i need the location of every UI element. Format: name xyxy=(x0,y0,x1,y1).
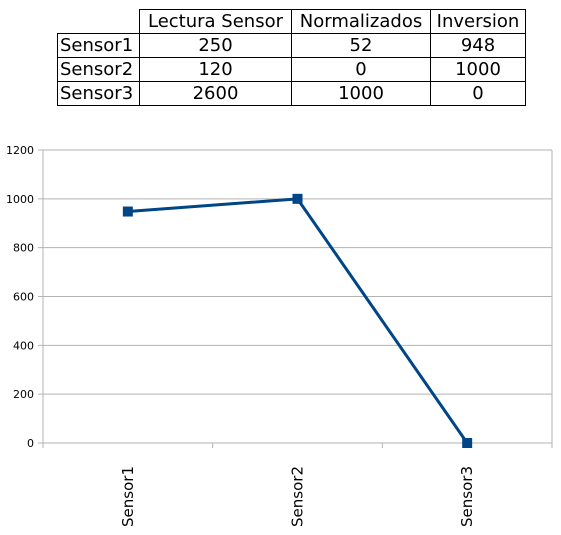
y-tick-label: 1200 xyxy=(6,144,34,157)
column-header-inversion[interactable]: Inversion xyxy=(430,9,526,34)
cell-sensor1-lectura[interactable]: 250 xyxy=(139,33,292,58)
cell-sensor1-normalizados[interactable]: 52 xyxy=(291,33,431,58)
y-tick-label: 0 xyxy=(27,437,34,450)
chart-axes xyxy=(38,149,553,448)
cell-sensor2-lectura[interactable]: 120 xyxy=(139,57,292,82)
cell-sensor3-lectura[interactable]: 2600 xyxy=(139,81,292,106)
y-tick-label: 600 xyxy=(13,291,34,304)
y-tick-label: 200 xyxy=(13,388,34,401)
data-point-marker[interactable] xyxy=(292,193,303,204)
y-tick-label: 1000 xyxy=(6,193,34,206)
x-tick-label: Sensor2 xyxy=(289,466,307,527)
cell-sensor3-normalizados[interactable]: 1000 xyxy=(291,81,431,106)
series-line[interactable] xyxy=(127,197,469,444)
y-tick-label: 800 xyxy=(13,242,34,255)
data-table: Lectura Sensor Normalizados Inversion Se… xyxy=(57,9,526,106)
y-axis-tick-labels: 0 200 400 600 800 1000 1200 xyxy=(6,144,34,450)
x-axis-tick-labels: Sensor1 Sensor2 Sensor3 xyxy=(119,466,476,527)
column-header-normalizados[interactable]: Normalizados xyxy=(291,9,431,34)
row-label-sensor1[interactable]: Sensor1 xyxy=(57,33,140,58)
data-point-marker[interactable] xyxy=(462,438,473,448)
row-label-sensor2[interactable]: Sensor2 xyxy=(57,57,140,82)
chart-series[interactable] xyxy=(122,193,473,448)
table-row: Sensor2 120 0 1000 xyxy=(57,57,526,82)
column-header-lectura-sensor[interactable]: Lectura Sensor xyxy=(139,9,292,34)
table-row: Sensor3 2600 1000 0 xyxy=(57,81,526,106)
cell-sensor3-inversion[interactable]: 0 xyxy=(430,81,526,106)
data-point-marker[interactable] xyxy=(122,206,133,217)
table-row: Sensor1 250 52 948 xyxy=(57,33,526,58)
x-tick-label: Sensor3 xyxy=(458,466,476,527)
table-corner-cell xyxy=(57,9,140,34)
cell-sensor2-inversion[interactable]: 1000 xyxy=(430,57,526,82)
table-header-row: Lectura Sensor Normalizados Inversion xyxy=(57,9,526,34)
x-tick-label: Sensor1 xyxy=(119,466,137,527)
cell-sensor1-inversion[interactable]: 948 xyxy=(430,33,526,58)
row-label-sensor3[interactable]: Sensor3 xyxy=(57,81,140,106)
cell-sensor2-normalizados[interactable]: 0 xyxy=(291,57,431,82)
y-tick-label: 400 xyxy=(13,339,34,352)
